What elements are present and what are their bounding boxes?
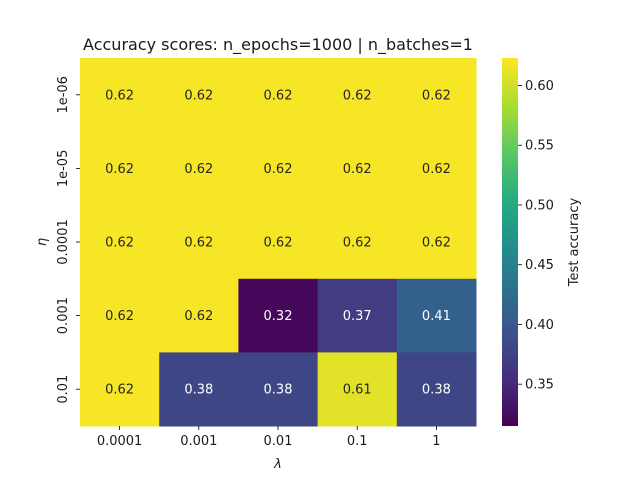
heatmap-cell (238, 58, 319, 133)
cell-value-label: 0.62 (264, 162, 293, 177)
heatmap-cell (396, 352, 477, 427)
heatmap-cell (80, 278, 160, 353)
heatmap-cell (317, 131, 398, 206)
cell-value-label: 0.38 (264, 383, 293, 398)
cell-value-label: 0.38 (184, 383, 213, 398)
cell-value-label: 0.62 (105, 162, 134, 177)
cell-value-label: 0.41 (422, 309, 451, 324)
heatmap-cell (159, 131, 239, 206)
x-axis-ticks: 0.0001 0.001 0.01 0.1 1 (97, 426, 441, 449)
cell-value-label: 0.62 (422, 88, 451, 103)
cell-value-label: 0.62 (422, 162, 451, 177)
cell-value-label: 0.62 (105, 88, 134, 103)
heatmap-cell (317, 278, 398, 353)
cell-value-label: 0.62 (422, 236, 451, 251)
heatmap-cell (159, 278, 239, 353)
cell-value-label: 0.62 (105, 309, 134, 324)
y-tick-label: 1e-05 (56, 150, 71, 188)
cell-value-label: 0.62 (264, 236, 293, 251)
cell-value-label: 0.62 (105, 383, 134, 398)
cell-value-label: 0.62 (105, 236, 134, 251)
heatmap-cell (80, 352, 160, 427)
heatmap-cell (80, 131, 160, 206)
y-tick-label: 1e-06 (56, 76, 71, 114)
cell-value-label: 0.62 (184, 236, 213, 251)
colorbar-tick-label: 0.55 (525, 139, 554, 154)
cell-annotations: 0.62 0.62 0.62 0.62 0.62 0.62 0.62 0.62 0.62 0.62… (105, 88, 451, 397)
heatmap-cell (238, 278, 319, 353)
y-axis-label: η (35, 238, 50, 246)
heatmap-cell (396, 131, 477, 206)
y-tick-label: 0.0001 (56, 219, 71, 265)
cell-value-label: 0.62 (343, 162, 372, 177)
heatmap-cell (317, 58, 398, 133)
x-tick-label: 1 (432, 434, 440, 449)
heatmap-cell (396, 205, 477, 280)
cell-value-label: 0.38 (422, 383, 451, 398)
colorbar-tick-label: 0.50 (525, 198, 554, 213)
cell-value-label: 0.62 (184, 88, 213, 103)
colorbar-tick-label: 0.40 (525, 318, 554, 333)
heatmap-cells (80, 58, 477, 427)
heatmap-cell (317, 205, 398, 280)
colorbar-ticks: 0.35 0.40 0.45 0.50 0.55 0.60 (518, 79, 554, 393)
cell-value-label: 0.62 (184, 162, 213, 177)
heatmap-cell (159, 205, 239, 280)
cell-value-label: 0.32 (264, 309, 293, 324)
heatmap-cell (238, 205, 319, 280)
cell-value-label: 0.61 (343, 383, 372, 398)
colorbar-label: Test accuracy (567, 198, 582, 288)
colorbar (502, 58, 518, 426)
cell-value-label: 0.62 (343, 88, 372, 103)
cell-value-label: 0.62 (184, 309, 213, 324)
heatmap-cell (238, 131, 319, 206)
heatmap-cell (238, 352, 319, 427)
x-tick-label: 0.1 (347, 434, 368, 449)
heatmap-cell (159, 352, 239, 427)
heatmap-cell (159, 58, 239, 133)
x-tick-label: 0.001 (180, 434, 217, 449)
heatmap-cell (80, 58, 160, 133)
cell-value-label: 0.62 (264, 88, 293, 103)
x-tick-label: 0.01 (264, 434, 293, 449)
heatmap-cell (80, 205, 160, 280)
chart-title: Accuracy scores: n_epochs=1000 | n_batch… (83, 35, 473, 55)
colorbar-tick-label: 0.60 (525, 79, 554, 94)
heatmap-cell (396, 278, 477, 353)
heatmap-cell (317, 352, 398, 427)
x-axis-label: λ (273, 457, 282, 472)
y-tick-label: 0.001 (56, 297, 71, 334)
x-tick-label: 0.0001 (97, 434, 143, 449)
heatmap-cell (396, 58, 477, 133)
y-tick-label: 0.01 (56, 375, 71, 404)
y-axis-ticks: 1e-06 1e-05 0.0001 0.001 0.01 (56, 76, 80, 404)
colorbar-tick-label: 0.35 (525, 378, 554, 393)
cell-value-label: 0.62 (343, 236, 372, 251)
colorbar-tick-label: 0.45 (525, 258, 554, 273)
cell-value-label: 0.37 (343, 309, 372, 324)
